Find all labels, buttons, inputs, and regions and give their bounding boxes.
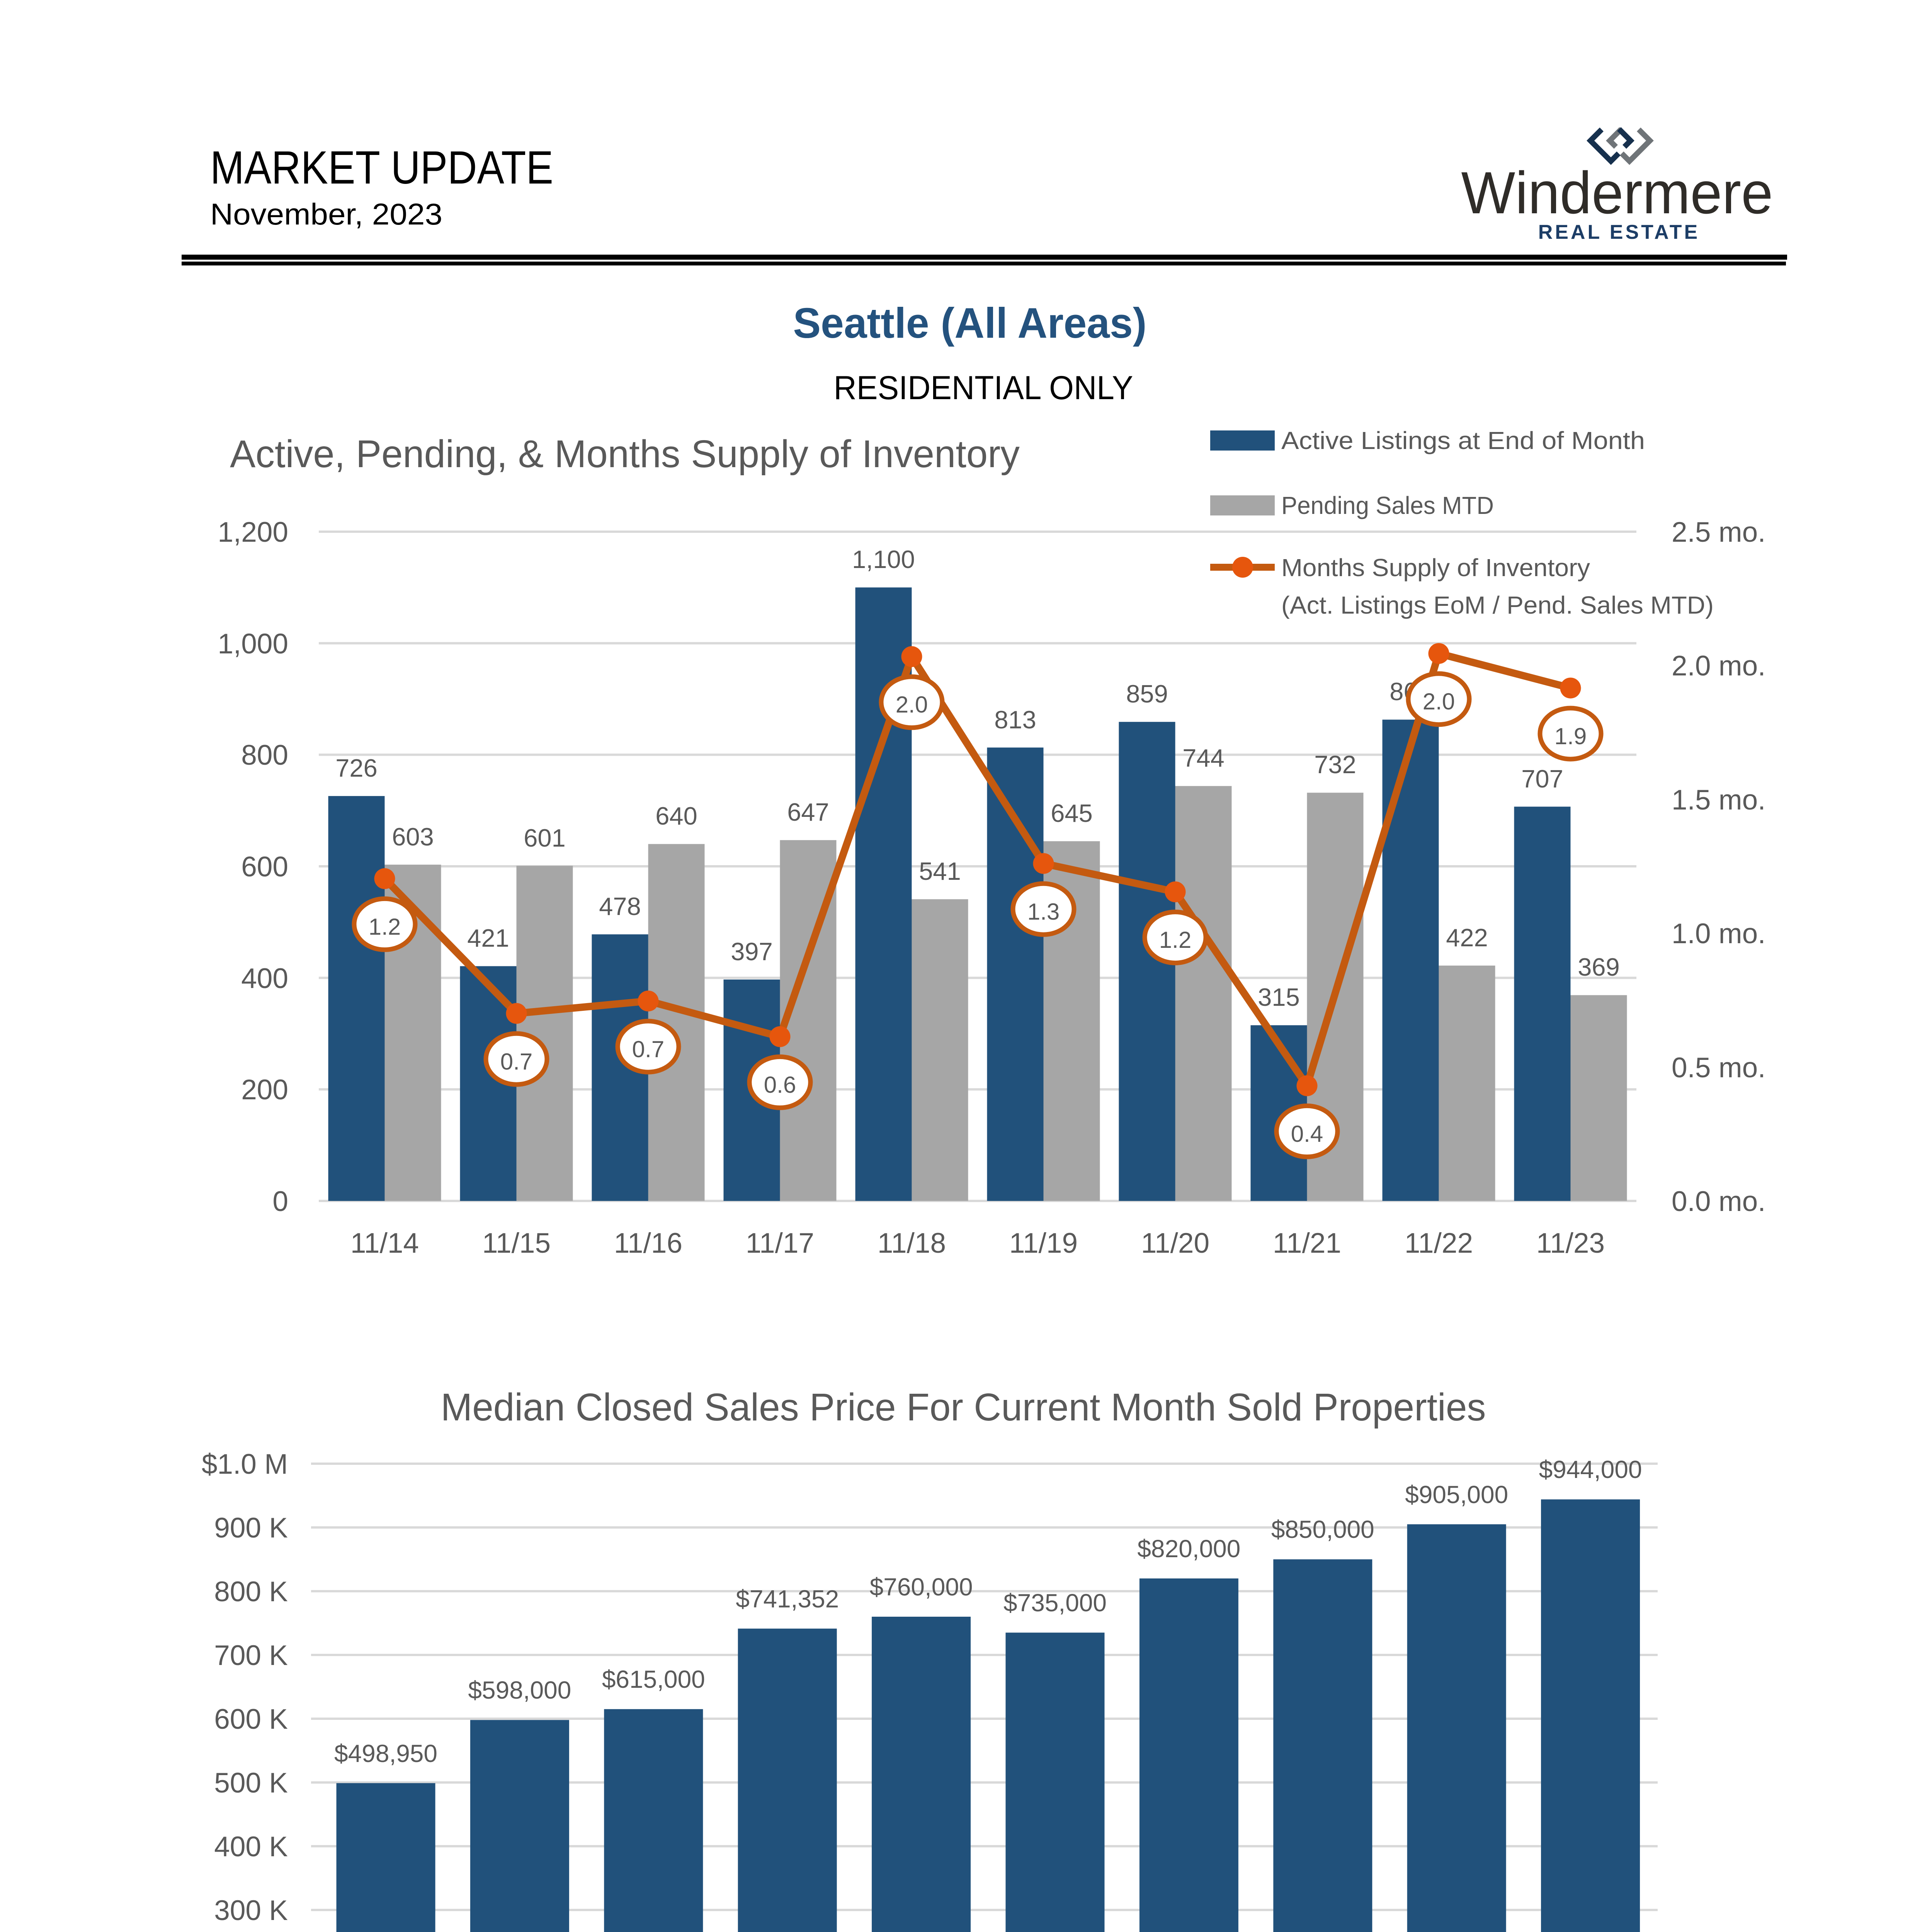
- svg-text:645: 645: [1051, 799, 1092, 827]
- svg-text:0.7: 0.7: [500, 1049, 532, 1075]
- svg-text:813: 813: [994, 706, 1036, 734]
- svg-text:478: 478: [599, 892, 641, 920]
- svg-text:1.0 mo.: 1.0 mo.: [1672, 918, 1765, 949]
- svg-text:400 K: 400 K: [214, 1831, 288, 1862]
- svg-text:700 K: 700 K: [214, 1640, 288, 1671]
- svg-text:11/23: 11/23: [1536, 1228, 1605, 1259]
- svg-text:422: 422: [1446, 923, 1488, 952]
- svg-text:647: 647: [787, 798, 829, 826]
- svg-text:REAL ESTATE: REAL ESTATE: [1538, 221, 1700, 243]
- svg-text:2.0 mo.: 2.0 mo.: [1672, 650, 1765, 682]
- svg-text:Median Closed Sales Price For: Median Closed Sales Price For Current Mo…: [441, 1386, 1486, 1429]
- svg-text:Active, Pending, & Months Supp: Active, Pending, & Months Supply of Inve…: [230, 432, 1020, 476]
- svg-text:$850,000: $850,000: [1271, 1515, 1374, 1543]
- svg-text:MARKET UPDATE: MARKET UPDATE: [210, 141, 553, 194]
- svg-text:541: 541: [919, 857, 961, 885]
- svg-text:315: 315: [1258, 983, 1299, 1011]
- svg-text:$598,000: $598,000: [468, 1676, 571, 1704]
- svg-text:11/16: 11/16: [614, 1228, 682, 1259]
- svg-text:0.0 mo.: 0.0 mo.: [1672, 1186, 1765, 1217]
- svg-text:(Act. Listings EoM / Pend. Sal: (Act. Listings EoM / Pend. Sales MTD): [1281, 591, 1714, 619]
- svg-text:732: 732: [1314, 750, 1356, 779]
- svg-text:369: 369: [1578, 953, 1619, 981]
- svg-text:0: 0: [272, 1186, 288, 1217]
- svg-text:Pending Sales MTD: Pending Sales MTD: [1281, 492, 1494, 519]
- svg-text:1.3: 1.3: [1027, 899, 1060, 925]
- svg-text:397: 397: [731, 937, 772, 966]
- svg-text:November, 2023: November, 2023: [210, 197, 442, 231]
- svg-text:1,200: 1,200: [218, 517, 288, 548]
- svg-text:$735,000: $735,000: [1003, 1589, 1107, 1617]
- svg-text:$760,000: $760,000: [870, 1573, 973, 1601]
- svg-text:300 K: 300 K: [214, 1895, 288, 1926]
- svg-text:726: 726: [335, 754, 377, 782]
- svg-text:Seattle (All Areas): Seattle (All Areas): [793, 299, 1147, 347]
- svg-text:0.5 mo.: 0.5 mo.: [1672, 1052, 1765, 1083]
- svg-text:800 K: 800 K: [214, 1576, 288, 1607]
- svg-text:11/19: 11/19: [1009, 1228, 1078, 1259]
- svg-text:1.2: 1.2: [1159, 927, 1191, 953]
- svg-text:11/20: 11/20: [1141, 1228, 1209, 1259]
- svg-text:2.5 mo.: 2.5 mo.: [1672, 517, 1765, 548]
- svg-text:800: 800: [241, 740, 288, 771]
- svg-text:2.0: 2.0: [1423, 689, 1455, 714]
- svg-text:1.2: 1.2: [369, 914, 401, 940]
- svg-text:Months Supply of Inventory: Months Supply of Inventory: [1281, 554, 1590, 582]
- svg-text:600: 600: [241, 851, 288, 883]
- svg-text:421: 421: [467, 924, 509, 952]
- svg-text:2.0: 2.0: [896, 692, 928, 718]
- svg-text:11/22: 11/22: [1405, 1228, 1473, 1259]
- svg-text:$741,352: $741,352: [736, 1585, 839, 1613]
- svg-text:11/15: 11/15: [482, 1228, 551, 1259]
- svg-text:1.5 mo.: 1.5 mo.: [1672, 784, 1765, 816]
- svg-text:RESIDENTIAL ONLY: RESIDENTIAL ONLY: [834, 369, 1133, 406]
- svg-text:1,000: 1,000: [218, 628, 288, 660]
- svg-text:900 K: 900 K: [214, 1512, 288, 1544]
- svg-text:0.7: 0.7: [632, 1036, 664, 1062]
- svg-text:$498,950: $498,950: [334, 1740, 437, 1767]
- svg-text:0.6: 0.6: [764, 1072, 796, 1098]
- svg-text:707: 707: [1521, 765, 1563, 793]
- svg-text:11/17: 11/17: [746, 1228, 814, 1259]
- svg-text:$615,000: $615,000: [602, 1665, 705, 1693]
- svg-text:11/18: 11/18: [878, 1228, 946, 1259]
- svg-text:Active Listings at End of Mont: Active Listings at End of Month: [1281, 427, 1645, 454]
- svg-text:744: 744: [1182, 744, 1224, 772]
- svg-text:11/21: 11/21: [1273, 1228, 1341, 1259]
- svg-text:11/14: 11/14: [350, 1228, 419, 1259]
- svg-text:1.9: 1.9: [1554, 723, 1587, 749]
- svg-text:603: 603: [392, 823, 434, 851]
- svg-text:Windermere: Windermere: [1461, 160, 1773, 226]
- svg-text:500 K: 500 K: [214, 1767, 288, 1799]
- svg-text:400: 400: [241, 963, 288, 994]
- svg-text:200: 200: [241, 1074, 288, 1105]
- svg-text:601: 601: [524, 824, 565, 852]
- svg-text:$905,000: $905,000: [1405, 1481, 1508, 1509]
- svg-text:600 K: 600 K: [214, 1704, 288, 1735]
- svg-text:0.4: 0.4: [1291, 1121, 1323, 1147]
- svg-text:$1.0 M: $1.0 M: [202, 1449, 288, 1480]
- svg-text:859: 859: [1126, 680, 1168, 708]
- svg-text:$820,000: $820,000: [1137, 1535, 1240, 1563]
- svg-text:$944,000: $944,000: [1539, 1456, 1642, 1483]
- svg-text:640: 640: [655, 802, 697, 830]
- svg-text:1,100: 1,100: [852, 545, 915, 573]
